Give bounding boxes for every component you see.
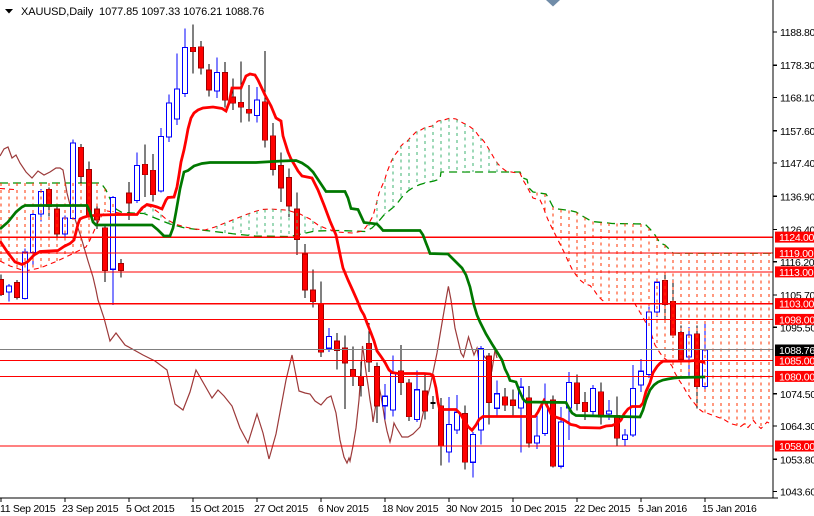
svg-text:27 Oct 2015: 27 Oct 2015 — [254, 503, 308, 515]
svg-text:18 Nov 2015: 18 Nov 2015 — [382, 503, 439, 515]
svg-text:15 Jan 2016: 15 Jan 2016 — [702, 503, 757, 515]
svg-text:1119.00: 1119.00 — [779, 248, 814, 260]
svg-text:XAUUSD,Daily 1077.85 1097.33: XAUUSD,Daily 1077.85 1097.33 1076.21 108… — [21, 6, 264, 18]
svg-text:1098.00: 1098.00 — [779, 314, 814, 326]
svg-text:1124.00: 1124.00 — [779, 232, 814, 244]
svg-text:1178.30: 1178.30 — [780, 60, 814, 72]
svg-text:1116.20: 1116.20 — [780, 257, 814, 269]
svg-text:1168.10: 1168.10 — [780, 93, 814, 105]
svg-text:22 Dec 2015: 22 Dec 2015 — [574, 503, 631, 515]
svg-text:1053.80: 1053.80 — [780, 454, 814, 466]
svg-text:11 Sep 2015: 11 Sep 2015 — [0, 503, 56, 515]
svg-text:1103.00: 1103.00 — [779, 299, 814, 311]
svg-text:1157.60: 1157.60 — [780, 126, 814, 138]
svg-text:6 Nov 2015: 6 Nov 2015 — [318, 503, 369, 515]
svg-text:30 Nov 2015: 30 Nov 2015 — [446, 503, 503, 515]
svg-text:1113.00: 1113.00 — [779, 267, 814, 279]
svg-text:1074.50: 1074.50 — [780, 389, 814, 401]
svg-text:1095.50: 1095.50 — [780, 322, 814, 334]
svg-text:15 Oct 2015: 15 Oct 2015 — [190, 503, 244, 515]
svg-text:1064.30: 1064.30 — [780, 421, 814, 433]
svg-text:1136.90: 1136.90 — [780, 191, 814, 203]
svg-text:1088.76: 1088.76 — [779, 345, 814, 357]
svg-text:1080.00: 1080.00 — [779, 371, 814, 383]
svg-text:5 Oct 2015: 5 Oct 2015 — [126, 503, 175, 515]
svg-text:1188.80: 1188.80 — [780, 27, 814, 39]
svg-text:5 Jan 2016: 5 Jan 2016 — [638, 503, 687, 515]
svg-text:10 Dec 2015: 10 Dec 2015 — [510, 503, 567, 515]
svg-text:1058.00: 1058.00 — [779, 441, 814, 453]
svg-text:23 Sep 2015: 23 Sep 2015 — [62, 503, 119, 515]
svg-text:1147.40: 1147.40 — [780, 158, 814, 170]
svg-text:1085.00: 1085.00 — [779, 356, 814, 368]
svg-text:1043.60: 1043.60 — [780, 487, 814, 499]
